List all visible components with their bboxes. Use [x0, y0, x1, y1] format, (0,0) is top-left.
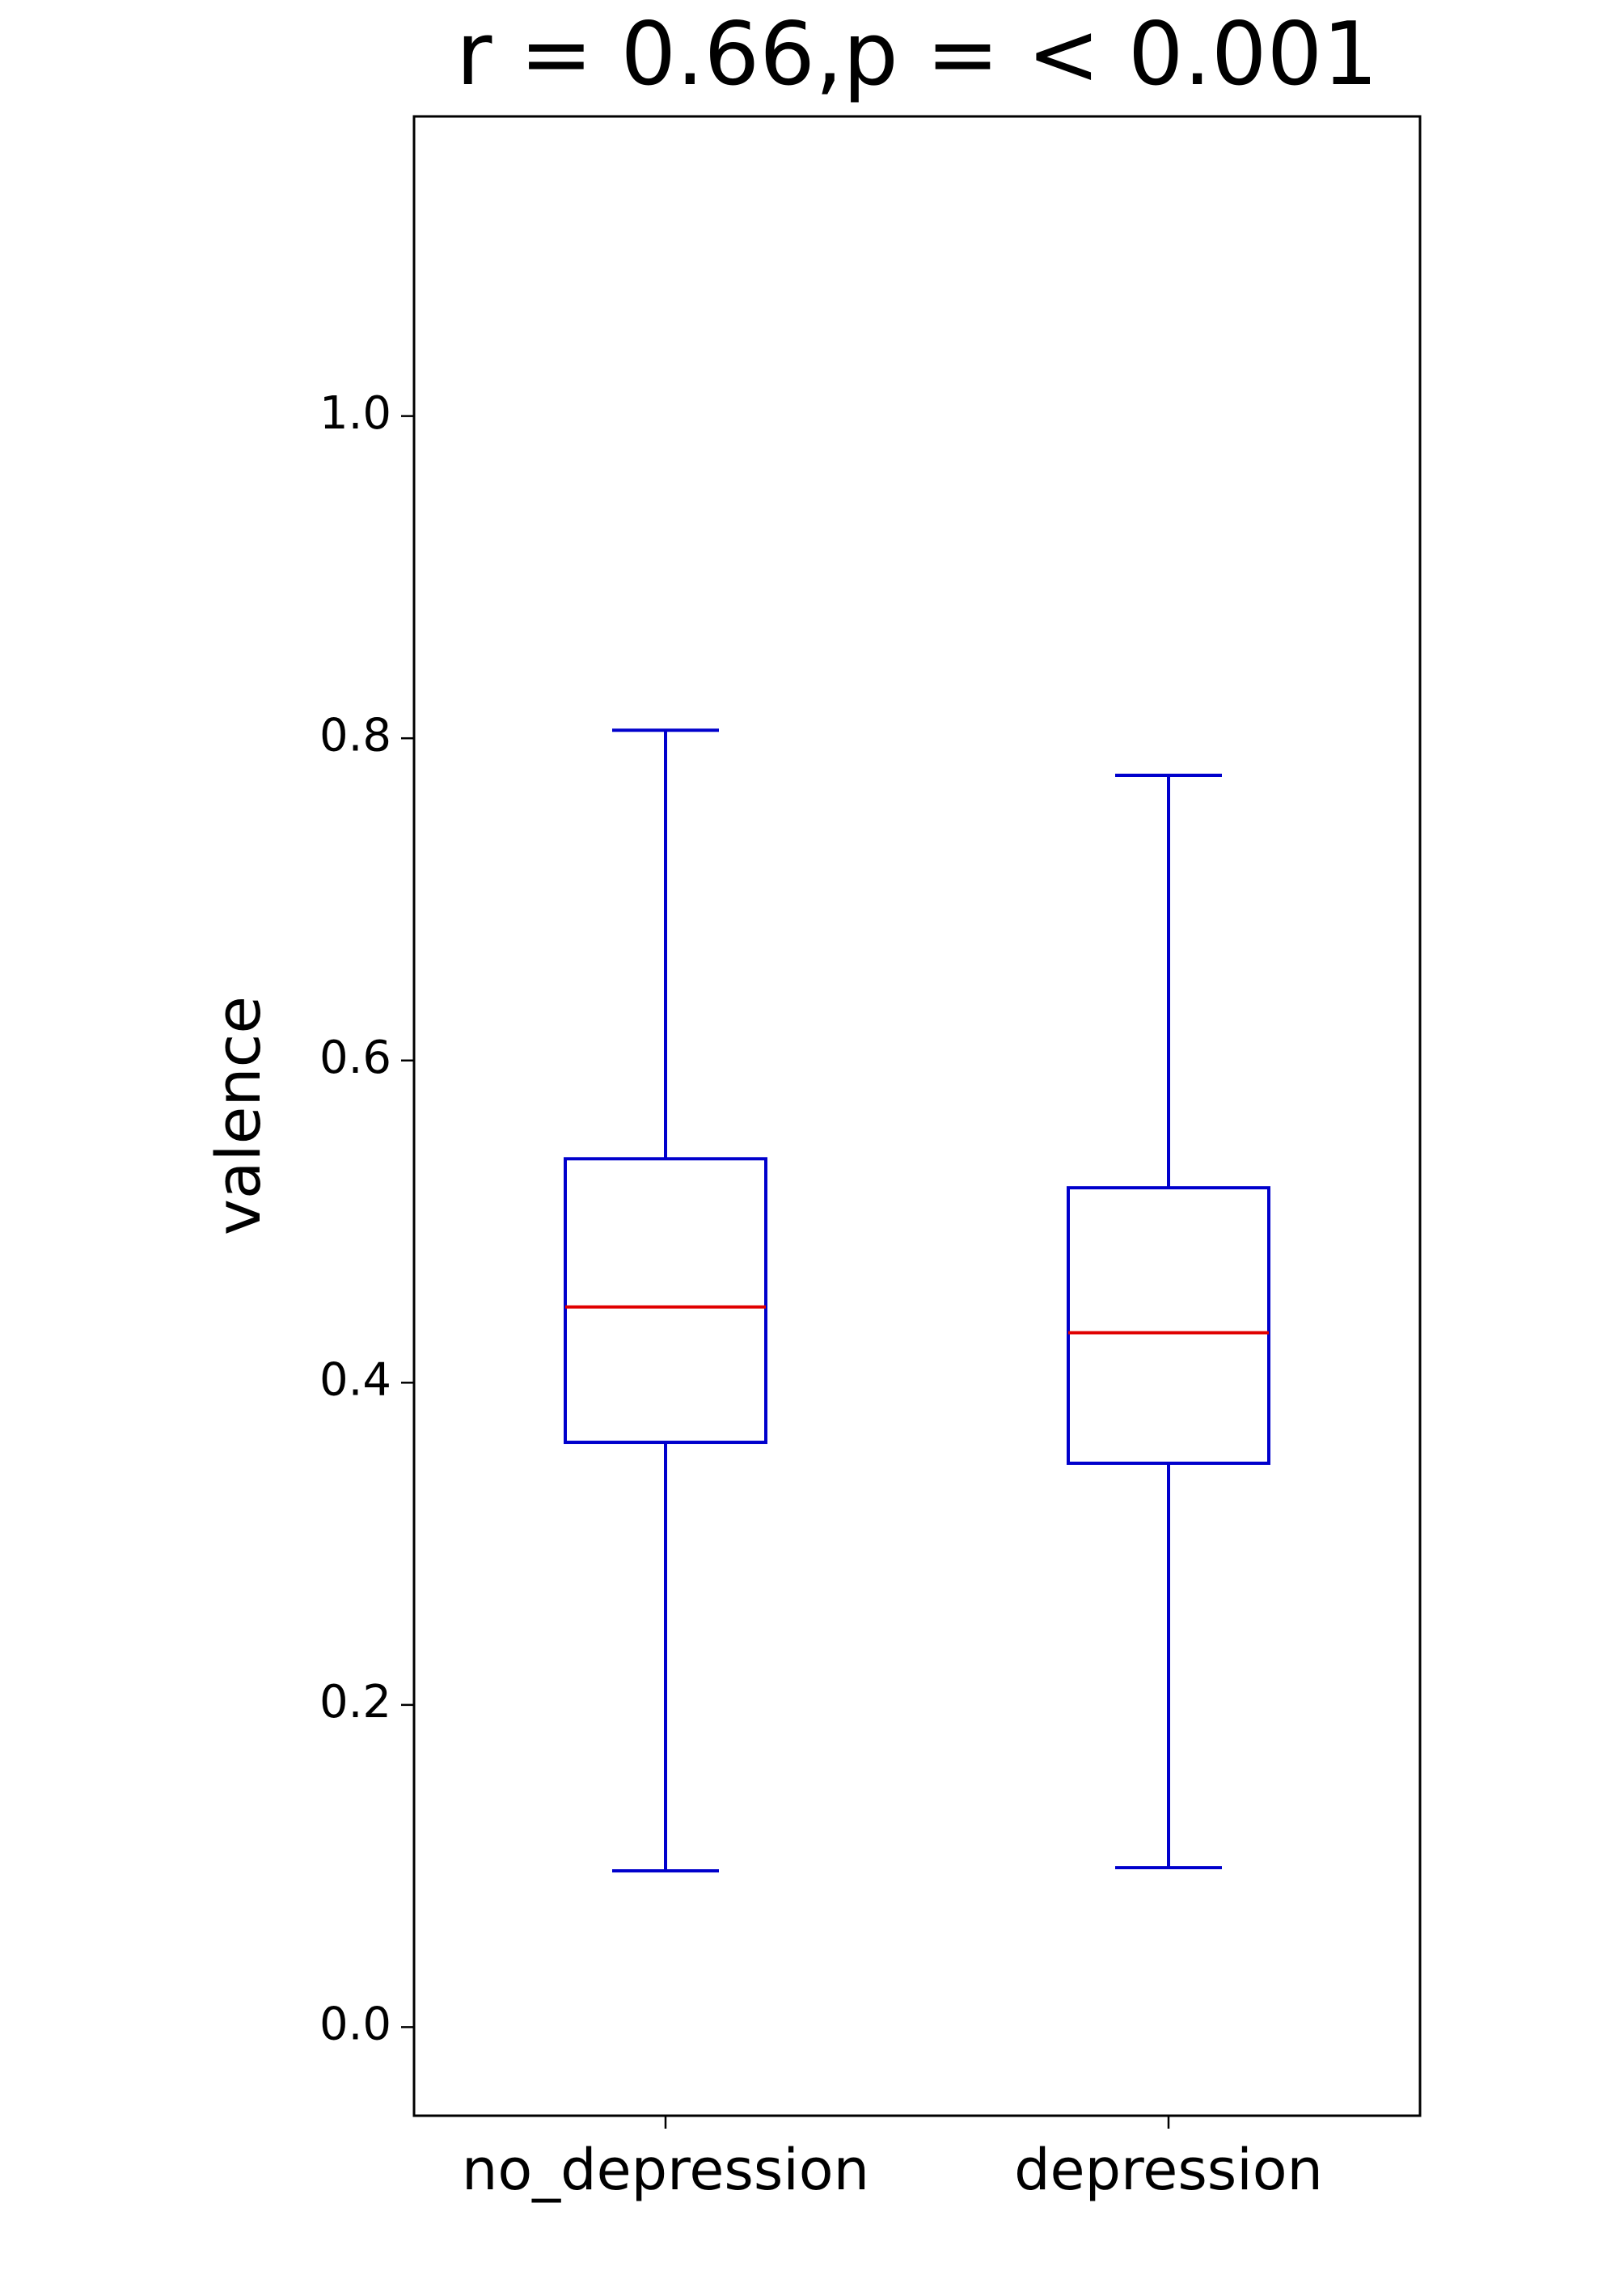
x-tick-label: depression [1014, 2137, 1323, 2203]
y-tick-label: 0.8 [319, 709, 391, 762]
y-tick-label: 0.4 [319, 1353, 391, 1406]
y-axis-label: valence [202, 996, 274, 1235]
y-tick-label: 0.0 [319, 1998, 391, 2051]
box [564, 1157, 767, 1445]
chart-title: r = 0.66,p = < 0.001 [456, 4, 1378, 105]
box [1067, 1186, 1270, 1465]
x-tick-label: no_depression [462, 2137, 869, 2203]
y-tick-label: 0.6 [319, 1032, 391, 1084]
y-tick-label: 0.2 [319, 1676, 391, 1728]
y-tick-label: 1.0 [319, 387, 391, 440]
plot-frame [412, 115, 1422, 2117]
